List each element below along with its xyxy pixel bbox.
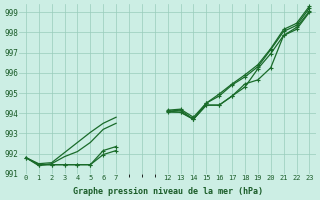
X-axis label: Graphe pression niveau de la mer (hPa): Graphe pression niveau de la mer (hPa): [73, 187, 263, 196]
